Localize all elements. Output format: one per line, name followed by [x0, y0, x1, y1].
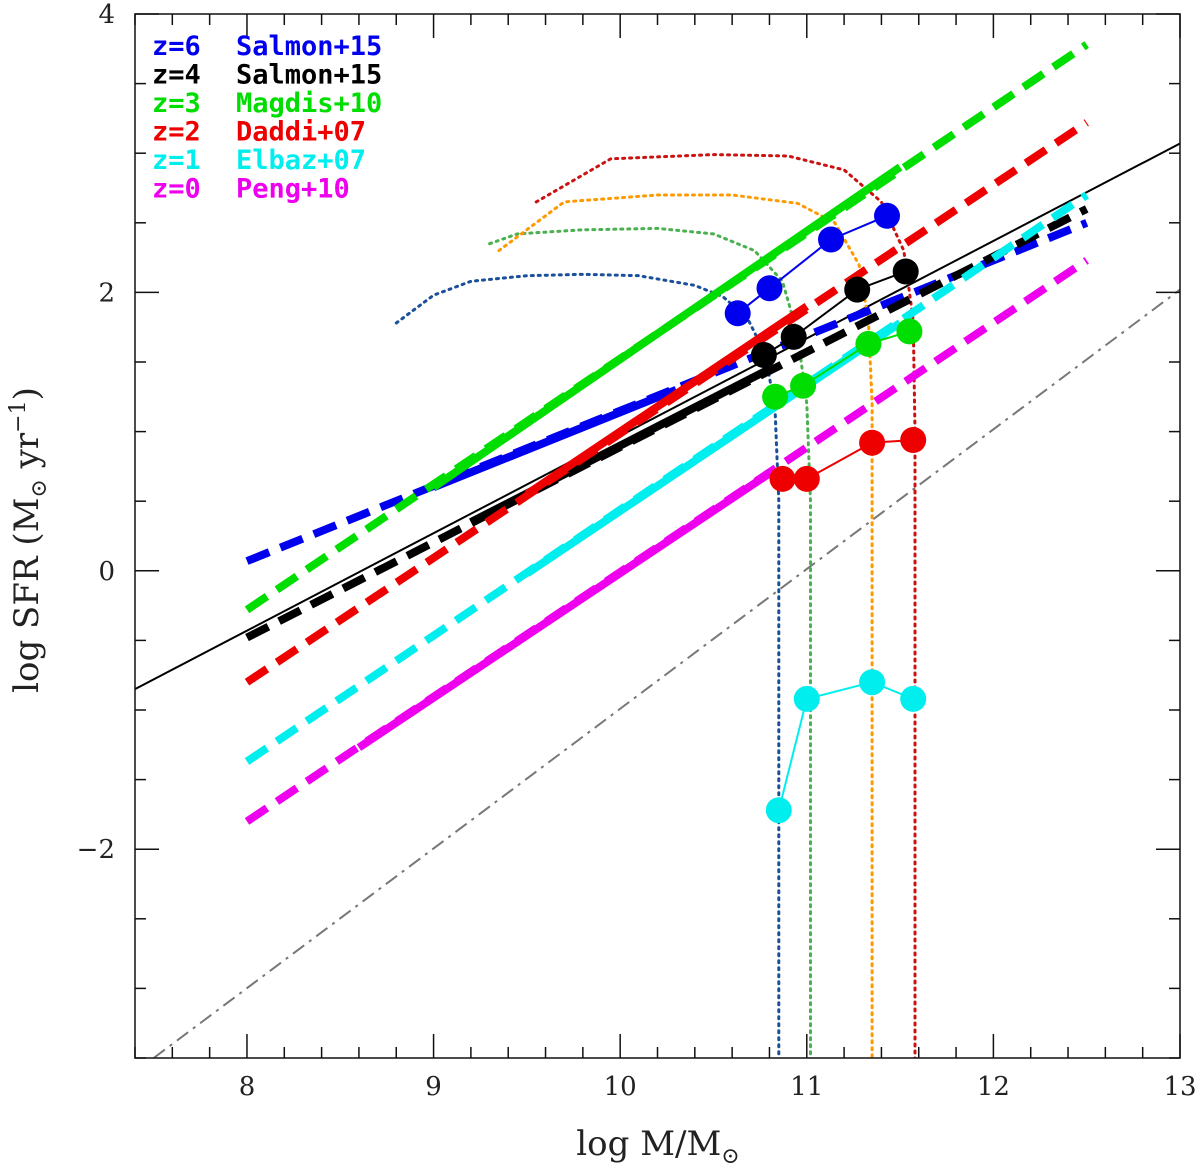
z1-points-point [859, 669, 886, 696]
legend-entry: z=2 Daddi+07 [152, 117, 366, 148]
z6-points-point [756, 275, 783, 302]
thin-solid-reference-line [135, 142, 1180, 690]
track-4 [534, 153, 917, 1058]
x-tick-label: 11 [790, 1072, 823, 1102]
z2-points-point [900, 427, 927, 453]
legend-ref: Salmon+15 [236, 60, 382, 91]
legend-z: z=2 [152, 117, 201, 148]
y-axis-label: log SFR (M⊙ yr−1) [6, 387, 52, 693]
z3-points-point [855, 330, 882, 357]
legend-ref: Daddi+07 [236, 117, 366, 148]
y-tick-label: −2 [77, 835, 115, 865]
z6-points-line [737, 214, 888, 315]
legend-entry: z=0 Peng+10 [152, 174, 350, 205]
z4-points-point [892, 258, 919, 285]
z1-points-point [793, 685, 820, 712]
legend-z: z=6 [152, 31, 201, 62]
y-tick-label: 0 [98, 557, 115, 587]
thin-solid-line [135, 142, 1180, 690]
z4-points-point [780, 323, 807, 350]
relation-solid-z6 [432, 386, 678, 492]
z2-points-point [793, 465, 820, 492]
z2-points-point [859, 429, 886, 456]
legend-ref: Peng+10 [236, 174, 350, 205]
z4-points-point [750, 342, 777, 368]
z6-points-point [724, 300, 751, 327]
z1-points-point [765, 797, 792, 824]
legend-entry: z=4 Salmon+15 [152, 60, 382, 91]
z6-points-point [818, 226, 844, 253]
legend-z: z=4 [152, 60, 201, 91]
z3-points-point [790, 372, 817, 399]
legend-z: z=0 [152, 174, 201, 205]
relation-solid-z2 [524, 302, 810, 498]
legend-entry: z=3 Magdis+10 [152, 88, 382, 119]
x-tick-label: 8 [239, 1072, 256, 1102]
data-points [724, 202, 927, 824]
z1-points-point [900, 685, 927, 712]
x-tick-label: 12 [977, 1072, 1010, 1102]
track-3 [497, 193, 874, 1058]
dashdot-reference-line [153, 288, 1180, 1058]
z3-points-point [896, 318, 923, 345]
z6-points-point [874, 202, 900, 229]
legend-entry: z=1 Elbaz+07 [152, 145, 366, 176]
legend: z=6 Salmon+15 z=4 Salmon+15 z=3 Magdis+10 z=2 D… [152, 31, 382, 205]
z4-points-point [844, 276, 871, 303]
x-tick-label: 10 [604, 1072, 637, 1102]
track-2 [488, 226, 812, 1058]
axis-ticks [134, 13, 1181, 1059]
z4-points-line [763, 270, 907, 356]
axis-tick-labels: 8 9 10 11 12 13 −2 0 2 4 [77, 0, 1197, 1102]
dashdot-line [153, 288, 1180, 1058]
y-tick-label: 4 [98, 0, 115, 30]
legend-z: z=1 [152, 145, 201, 176]
legend-ref: Magdis+10 [236, 88, 382, 119]
z2-points-point [769, 465, 796, 492]
legend-z: z=3 [152, 88, 201, 119]
legend-ref: Elbaz+07 [236, 145, 366, 176]
relation-solid-z3 [431, 163, 903, 491]
x-axis-label: log M/M⊙ [576, 1124, 739, 1169]
x-tick-label: 13 [1163, 1072, 1196, 1102]
legend-ref: Salmon+15 [236, 31, 382, 62]
z3-points-point [762, 383, 789, 410]
relation-solid-z0 [356, 470, 772, 751]
legend-entry: z=6 Salmon+15 [152, 31, 382, 62]
z1-points-line [777, 681, 914, 811]
z3-points-line [774, 330, 910, 398]
relation-solid-z1 [524, 319, 903, 577]
main-sequence-relations [244, 41, 1089, 825]
x-tick-label: 9 [425, 1072, 442, 1102]
y-tick-label: 2 [98, 278, 115, 308]
